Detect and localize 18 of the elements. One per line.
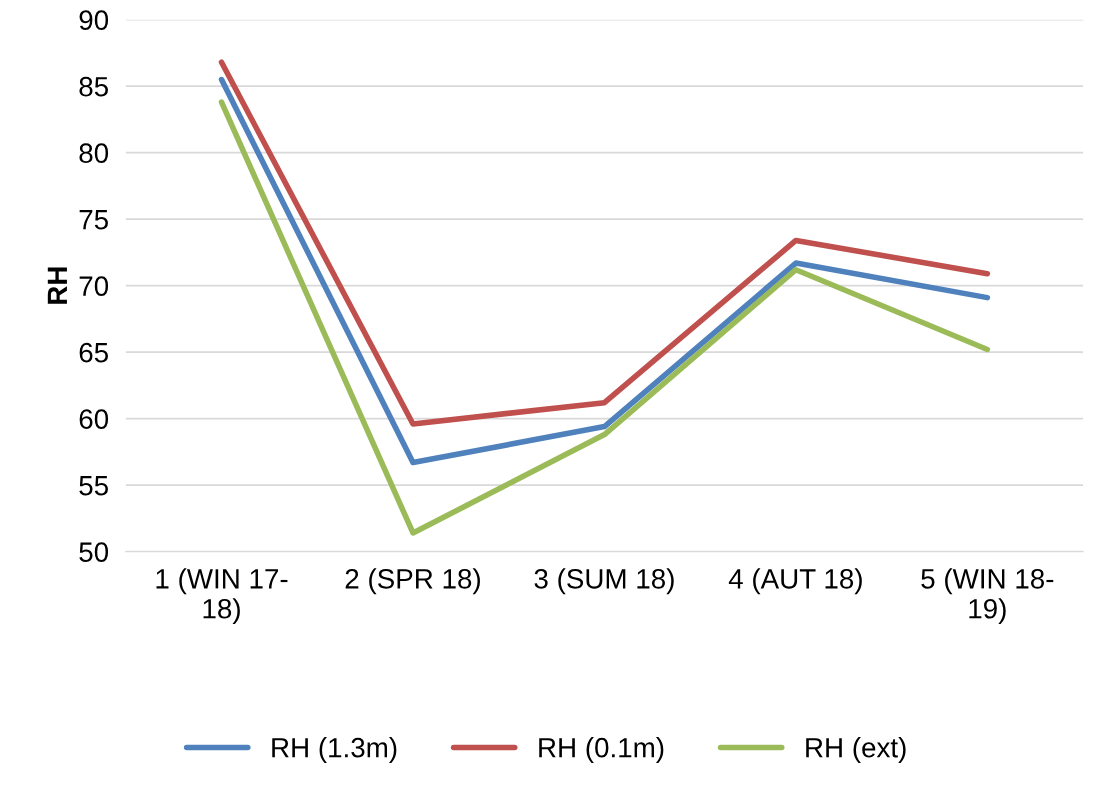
y-axis-title: RH: [47, 267, 67, 304]
y-tick-label: 75: [79, 210, 108, 230]
x-tick-label: 2 (SPR 18): [345, 568, 480, 595]
x-tick-label: 3 (SUM 18): [534, 568, 674, 595]
y-tick-label: 65: [79, 342, 108, 363]
y-tick-label: 80: [79, 143, 109, 164]
legend-label: RH (0.1m): [539, 737, 664, 763]
legend-label: RH (1.3m): [272, 737, 397, 763]
y-tick-label: 60: [79, 409, 109, 429]
x-tick-label: 5 (WIN 18-19): [921, 568, 1054, 625]
y-tick-label: 70: [79, 276, 109, 296]
y-tick-label: 85: [79, 76, 108, 97]
y-tick-label: 90: [79, 10, 109, 31]
x-tick-label: 1 (WIN 17-18): [156, 568, 288, 625]
y-tick-label: 55: [79, 476, 108, 496]
legend-label: RH (ext): [806, 737, 906, 763]
y-tick-label: 50: [79, 542, 109, 562]
x-tick-label: 4 (AUT 18): [728, 568, 862, 595]
